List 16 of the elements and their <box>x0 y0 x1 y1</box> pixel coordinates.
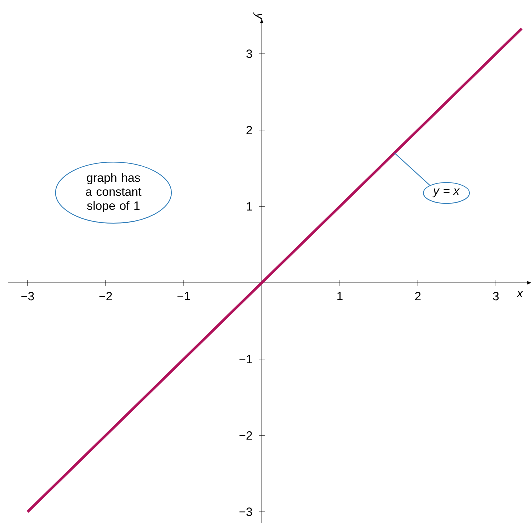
y-tick-label: 3 <box>246 50 252 58</box>
y-tick-label: −2 <box>240 431 252 440</box>
x-tick-label: 1 <box>338 292 343 300</box>
x-tick-label: 3 <box>493 292 499 301</box>
y-tick-label: 1 <box>247 202 252 211</box>
y-axis-title: y <box>254 12 262 20</box>
x-tick-label: 2 <box>415 292 421 301</box>
x-tick-label: −1 <box>178 292 190 300</box>
annotation: y = x <box>432 188 460 198</box>
annotation: graph has a constant slope of 1 <box>86 173 142 213</box>
y-tick-label: −1 <box>240 355 252 364</box>
x-tick-label: −3 <box>22 292 34 301</box>
x-axis-title: x <box>516 291 524 298</box>
x-tick-label: −2 <box>100 292 112 301</box>
y-tick-label: 2 <box>246 126 252 135</box>
y-tick-label: −3 <box>240 508 252 516</box>
